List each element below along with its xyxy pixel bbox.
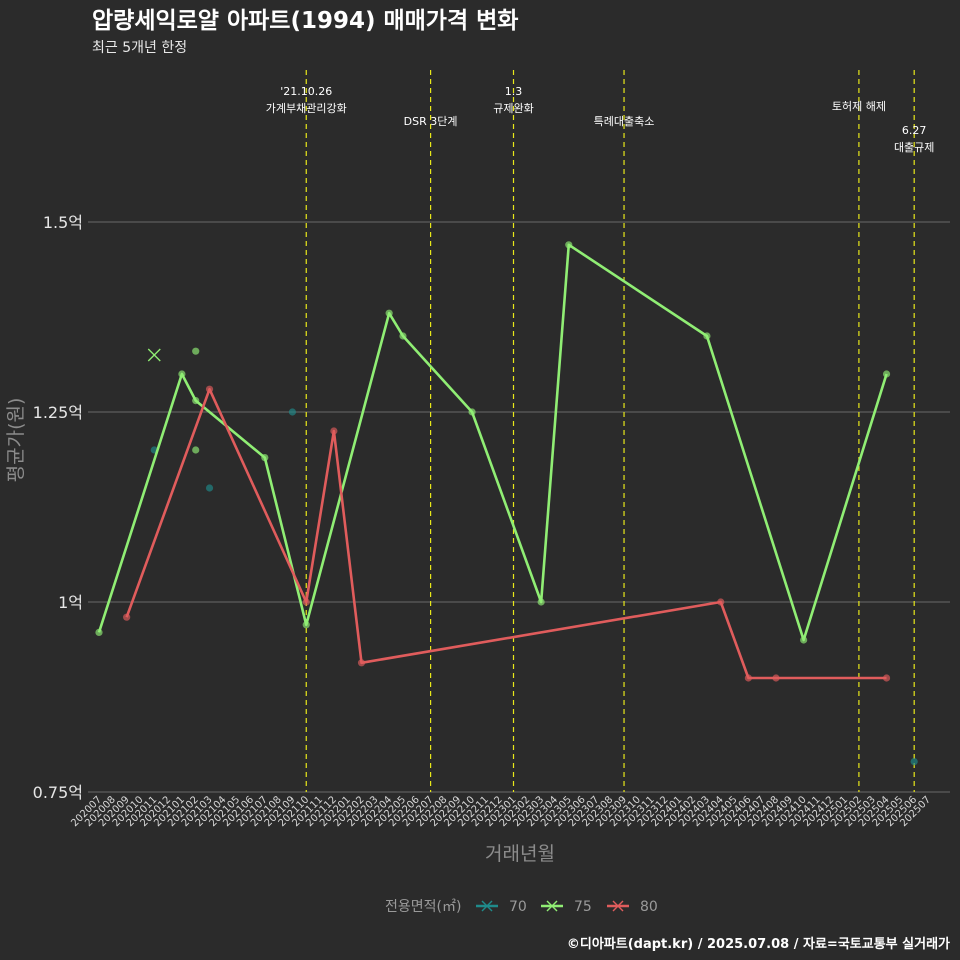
- data-point-70: [910, 758, 918, 766]
- event-annotation: 6.27: [902, 124, 927, 137]
- legend: 전용면적(㎡) 70 75 80: [385, 899, 658, 915]
- data-point-80: [123, 613, 131, 621]
- event-annotation: 특례대출축소: [594, 115, 655, 128]
- data-point-75: [537, 598, 545, 606]
- data-point-75: [192, 397, 200, 405]
- y-axis-ticks: 0.75억 1억 1.25억 1.5억: [33, 213, 83, 802]
- data-point-80: [744, 674, 752, 682]
- data-point-80: [205, 385, 214, 393]
- legend-label: 75: [574, 899, 592, 915]
- data-point-80: [330, 427, 338, 435]
- legend-label: 70: [509, 899, 527, 915]
- event-annotation: 대출규제: [894, 141, 934, 154]
- legend-item-70: 70: [476, 899, 527, 915]
- chart-subtitle: 최근 5개년 한정: [92, 40, 187, 56]
- data-point-75: [385, 309, 393, 317]
- data-point-75: [468, 408, 476, 416]
- event-annotation: 가계부채관리강화: [266, 102, 347, 115]
- chart-caption: ©디아파트(dapt.kr) / 2025.07.08 / 자료=국토교통부 실…: [567, 936, 950, 952]
- data-point-75: [399, 332, 407, 340]
- data-point-75: [703, 332, 711, 340]
- y-tick-label: 0.75억: [33, 783, 83, 802]
- data-point-75: [192, 347, 200, 355]
- legend-item-75: 75: [541, 899, 592, 915]
- data-point-70: [205, 484, 214, 492]
- x-marker-stroke: [147, 348, 161, 362]
- data-point-75: [95, 628, 103, 637]
- data-point-80: [357, 659, 366, 667]
- data-point-75: [302, 621, 310, 629]
- x-marker: [147, 348, 161, 362]
- data-point-80: [772, 674, 780, 682]
- y-axis-title: 평균가(원): [5, 398, 27, 483]
- data-point-75: [178, 370, 186, 378]
- gridlines: [88, 221, 950, 793]
- data-point-75: [261, 454, 269, 462]
- series-layer: [95, 241, 918, 766]
- event-annotation: DSR 3단계: [404, 115, 458, 128]
- event-annotation: 토허제 해제: [832, 99, 886, 113]
- legend-swatch-mark: [612, 900, 624, 912]
- data-point-75: [565, 241, 573, 249]
- legend-swatch-mark: [481, 900, 493, 912]
- y-tick-label: 1.5억: [43, 213, 83, 232]
- legend-swatch-mark: [546, 900, 558, 912]
- data-point-75: [882, 370, 891, 378]
- y-tick-label: 1.25억: [33, 403, 83, 422]
- y-tick-label: 1억: [58, 593, 83, 612]
- legend-label: 80: [640, 899, 658, 915]
- event-annotation: 1.3: [505, 85, 523, 98]
- data-point-75: [192, 446, 200, 454]
- data-point-80: [882, 674, 891, 682]
- event-annotation: '21.10.26: [280, 85, 332, 98]
- data-point-80: [717, 598, 725, 606]
- chart-title: 압량세익로얄 아파트(1994) 매매가격 변화: [92, 8, 518, 34]
- event-annotation: 규제완화: [493, 102, 533, 115]
- legend-title: 전용면적(㎡): [385, 899, 461, 915]
- x-axis-title: 거래년월: [485, 843, 555, 865]
- legend-item-80: 80: [607, 899, 658, 915]
- data-point-80: [302, 598, 310, 606]
- data-point-75: [800, 636, 808, 644]
- data-point-70: [288, 408, 297, 416]
